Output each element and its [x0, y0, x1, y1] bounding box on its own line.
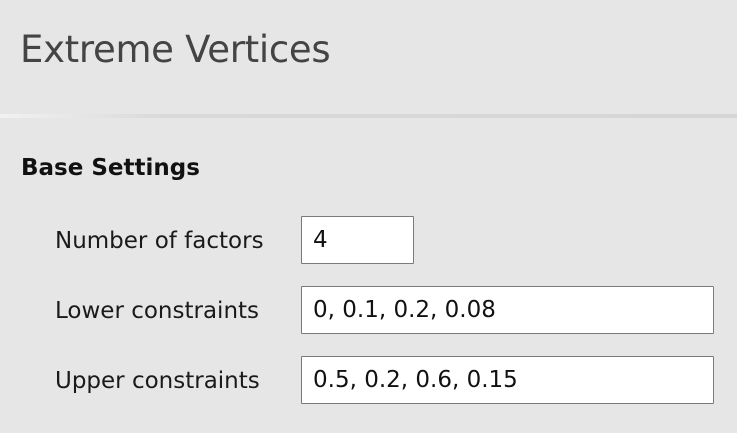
page-title: Extreme Vertices [20, 28, 331, 71]
lower-constraints-label: Lower constraints [55, 298, 260, 324]
number-of-factors-label: Number of factors [55, 228, 264, 254]
section-heading-base-settings: Base Settings [21, 155, 200, 181]
upper-constraints-input[interactable] [301, 356, 714, 404]
lower-constraints-input[interactable] [301, 286, 714, 334]
upper-constraints-label: Upper constraints [55, 368, 260, 394]
number-of-factors-input[interactable] [301, 216, 414, 264]
header-divider [0, 114, 737, 118]
